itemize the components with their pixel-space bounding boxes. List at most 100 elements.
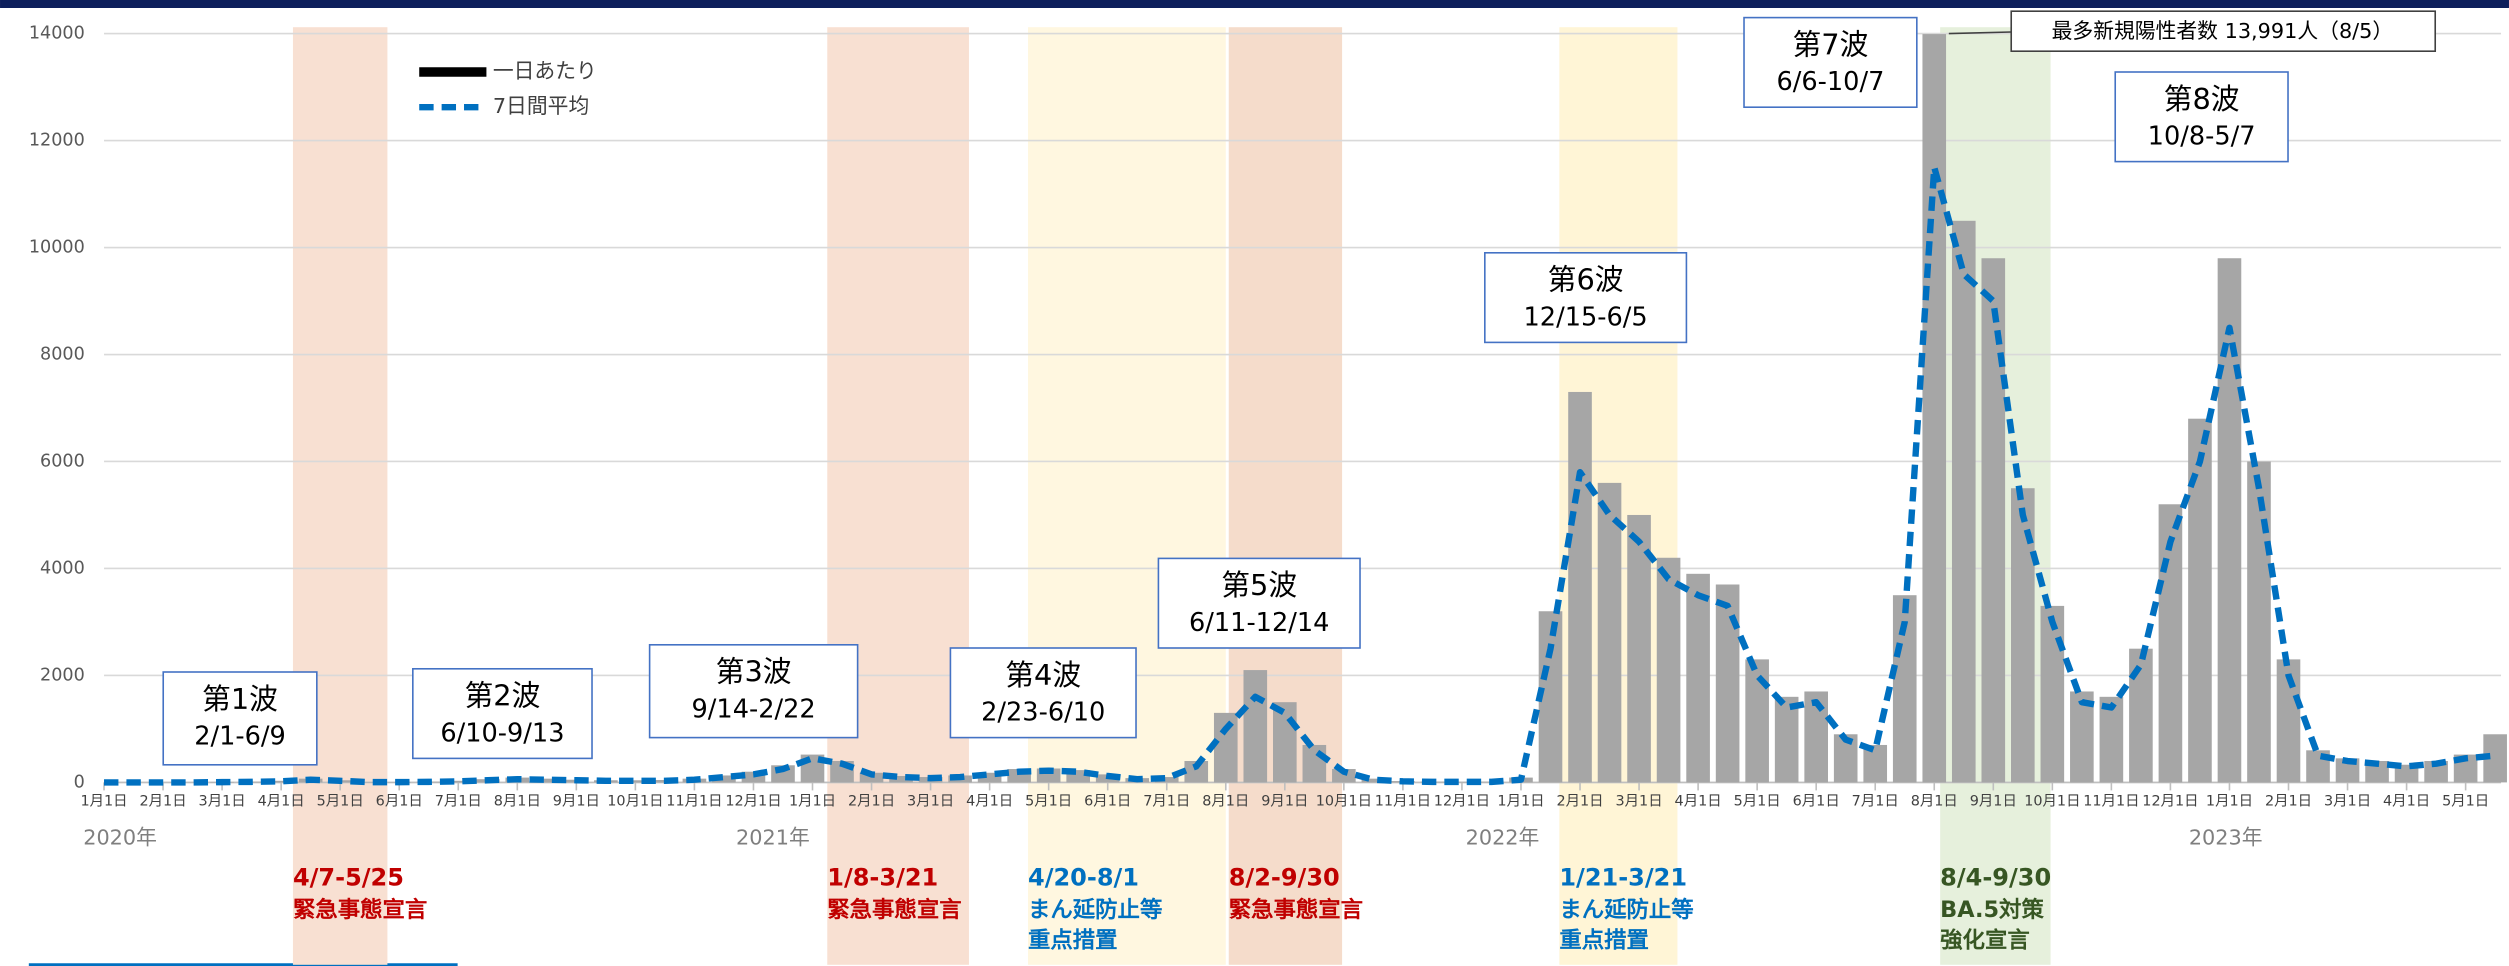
x-tick-label: 7月1日 bbox=[1143, 794, 1190, 810]
bar bbox=[446, 780, 471, 783]
wave-name: 第7波 bbox=[1792, 27, 1868, 61]
x-tick-label: 4月1日 bbox=[966, 794, 1013, 810]
period-text: まん延防止等 bbox=[1028, 896, 1162, 923]
bar bbox=[1273, 702, 1297, 783]
x-tick-label: 12月1日 bbox=[1434, 794, 1490, 810]
bar bbox=[269, 780, 293, 783]
y-tick-label: 14000 bbox=[29, 24, 85, 44]
year-label: 2023年 bbox=[2189, 825, 2263, 849]
bar bbox=[1892, 595, 1917, 783]
bar bbox=[2129, 648, 2153, 783]
year-label: 2021年 bbox=[736, 825, 810, 849]
x-tick-label: 8月1日 bbox=[1202, 794, 1249, 810]
wave-range: 2/23-6/10 bbox=[981, 698, 1105, 728]
y-tick-label: 6000 bbox=[40, 451, 85, 471]
bar bbox=[2394, 764, 2419, 783]
bar bbox=[1243, 670, 1268, 783]
wave-name: 第3波 bbox=[716, 655, 792, 689]
bar bbox=[1804, 691, 1828, 783]
bar bbox=[2011, 488, 2035, 783]
bar bbox=[1745, 659, 1769, 783]
bar bbox=[2217, 258, 2242, 783]
period-band bbox=[827, 27, 969, 965]
wave-range: 12/15-6/5 bbox=[1524, 302, 1648, 332]
x-tick-label: 3月1日 bbox=[199, 794, 246, 810]
period-date: 4/7-5/25 bbox=[293, 863, 404, 891]
x-tick-label: 12月1日 bbox=[725, 794, 781, 810]
x-tick-label: 10月1日 bbox=[2024, 794, 2080, 810]
wave-name: 第4波 bbox=[1005, 658, 1081, 692]
x-tick-label: 2月1日 bbox=[140, 794, 187, 810]
annotation-leader bbox=[1948, 31, 2012, 35]
wave-range: 2/1-6/9 bbox=[194, 722, 286, 752]
bar bbox=[2424, 761, 2448, 783]
period-band bbox=[292, 27, 388, 965]
x-tick-label: 8月1日 bbox=[494, 794, 541, 810]
bar bbox=[2040, 605, 2065, 783]
bar bbox=[1981, 258, 2006, 783]
period-date: 4/20-8/1 bbox=[1028, 863, 1139, 891]
bar bbox=[1951, 220, 1976, 783]
bar bbox=[2188, 418, 2212, 783]
bar bbox=[623, 780, 648, 783]
bar bbox=[1656, 557, 1681, 783]
bar bbox=[2070, 691, 2094, 783]
x-tick-label: 6月1日 bbox=[376, 794, 423, 810]
period-band bbox=[1027, 27, 1226, 965]
bar bbox=[1774, 696, 1799, 783]
x-tick-label: 1月1日 bbox=[789, 794, 836, 810]
x-tick-label: 4月1日 bbox=[258, 794, 305, 810]
wave-range: 6/10-9/13 bbox=[440, 718, 564, 748]
period-text: 強化宣言 bbox=[1940, 926, 2030, 953]
wave-box bbox=[1743, 16, 1918, 108]
period-date: 8/4-9/30 bbox=[1940, 863, 2051, 891]
wave-name: 第8波 bbox=[2164, 82, 2240, 116]
wave-box bbox=[412, 668, 593, 760]
y-tick-label: 4000 bbox=[40, 558, 85, 578]
bar bbox=[1833, 734, 1858, 783]
wave-box bbox=[1484, 252, 1688, 344]
bar bbox=[1627, 514, 1651, 783]
x-tick-label: 8月1日 bbox=[1911, 794, 1958, 810]
x-tick-label: 3月1日 bbox=[907, 794, 954, 810]
max-annotation: 最多新規陽性者数 13,991人（8/5） bbox=[2052, 19, 2394, 43]
period-text: まん延防止等 bbox=[1559, 896, 1693, 923]
period-text: 緊急事態宣言 bbox=[1229, 896, 1363, 923]
bar bbox=[2247, 461, 2271, 783]
wave-range: 10/8-5/7 bbox=[2148, 122, 2256, 152]
year-label: 2022年 bbox=[1466, 825, 1540, 849]
bar bbox=[1302, 744, 1327, 783]
x-tick-label: 11月1日 bbox=[666, 794, 722, 810]
x-tick-label: 9月1日 bbox=[1970, 794, 2017, 810]
bar bbox=[2483, 734, 2507, 783]
x-tick-label: 5月1日 bbox=[1734, 794, 1781, 810]
wave-name: 第5波 bbox=[1221, 568, 1297, 602]
period-text: 緊急事態宣言 bbox=[293, 896, 427, 923]
x-tick-label: 11月1日 bbox=[2083, 794, 2139, 810]
bar bbox=[1361, 778, 1386, 783]
x-tick-label: 9月1日 bbox=[1261, 794, 1308, 810]
x-tick-label: 4月1日 bbox=[2383, 794, 2430, 810]
wave-box bbox=[949, 647, 1137, 739]
wave-box bbox=[162, 671, 318, 766]
bar bbox=[1597, 482, 1622, 783]
x-tick-label: 1月1日 bbox=[80, 794, 127, 810]
bar bbox=[1213, 712, 1238, 783]
y-tick-label: 8000 bbox=[40, 345, 85, 365]
x-tick-label: 5月1日 bbox=[317, 794, 364, 810]
wave-name: 第2波 bbox=[464, 679, 540, 713]
legend-label: 7日間平均 bbox=[493, 94, 589, 118]
bar bbox=[977, 772, 1002, 783]
annotation-box bbox=[2010, 10, 2437, 52]
x-tick-label: 2月1日 bbox=[1556, 794, 1603, 810]
x-tick-label: 3月1日 bbox=[1616, 794, 1663, 810]
wave-name: 第1波 bbox=[202, 682, 278, 716]
x-tick-label: 3月1日 bbox=[2324, 794, 2371, 810]
period-date: 8/2-9/30 bbox=[1229, 863, 1340, 891]
x-tick-label: 1月1日 bbox=[2206, 794, 2253, 810]
x-tick-label: 7月1日 bbox=[435, 794, 482, 810]
x-tick-label: 9月1日 bbox=[553, 794, 600, 810]
bar bbox=[2276, 659, 2301, 783]
